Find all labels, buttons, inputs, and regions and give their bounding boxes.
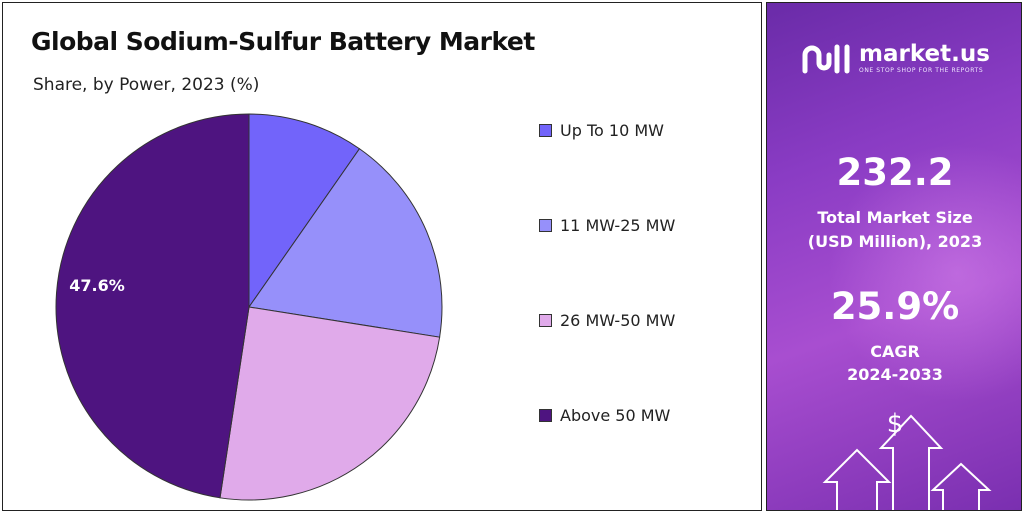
legend-swatch [539,409,552,422]
legend-label: 26 MW-50 MW [560,311,676,330]
legend-item-26-50-mw: 26 MW-50 MW [539,311,675,330]
chart-subtitle: Share, by Power, 2023 (%) [33,75,260,95]
market-size-unit: (USD Million), 2023 [807,232,983,251]
legend-label: Up To 10 MW [560,121,664,140]
background-glow [827,143,1021,403]
chart-panel: Global Sodium-Sulfur Battery Market Shar… [2,2,762,511]
pie-chart: 47.6% [55,113,443,501]
market-us-logo-icon [802,44,850,74]
market-summary-panel: market.us ONE STOP SHOP FOR THE REPORTS … [766,2,1022,511]
growth-arrows-icon [822,414,992,510]
legend-swatch [539,314,552,327]
pie-slice-above-50-mw [55,113,250,499]
dollar-icon: $ [886,409,904,439]
pie-slice-26-mw-50-mw [219,306,441,501]
brand-logo: market.us ONE STOP SHOP FOR THE REPORTS [801,41,990,75]
cagr-label: CAGR [870,342,920,361]
legend-item-11-25-mw: 11 MW-25 MW [539,216,675,235]
legend-swatch [539,124,552,137]
legend-label: 11 MW-25 MW [560,216,676,235]
pie-slice-up-to-10-mw [248,113,361,309]
brand-name: market.us [859,41,990,67]
market-size-value: 232.2 [836,151,954,194]
legend-swatch [539,219,552,232]
chart-title: Global Sodium-Sulfur Battery Market [31,27,535,56]
brand-tagline: ONE STOP SHOP FOR THE REPORTS [859,67,984,74]
legend-label: Above 50 MW [560,406,671,425]
pie-slice-11-mw-25-mw [248,148,443,338]
data-label-above-50-mw: 47.6% [69,276,125,295]
legend-item-above-50-mw: Above 50 MW [539,406,670,425]
cagr-period: 2024-2033 [847,365,943,384]
cagr-value: 25.9% [830,285,960,328]
market-size-label: Total Market Size [817,208,973,227]
legend-item-up-to-10-mw: Up To 10 MW [539,121,664,140]
